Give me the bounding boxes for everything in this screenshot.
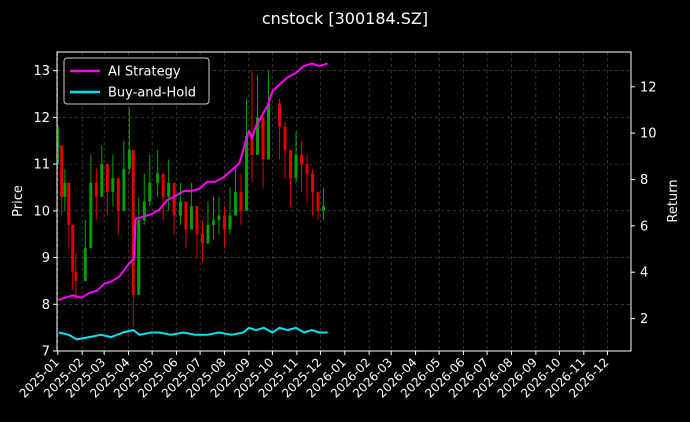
candle-body: [167, 182, 171, 197]
candle-body: [71, 224, 75, 272]
candle-body: [250, 136, 254, 155]
candle-body: [211, 220, 215, 225]
y-tick-label: 11: [33, 158, 50, 173]
candle-body: [189, 206, 193, 230]
candlestick-series: [57, 70, 326, 328]
series-line-buy-and-hold: [58, 326, 328, 341]
y-tick-label: 9: [42, 251, 50, 266]
y2-tick-label: 8: [640, 173, 648, 188]
return-series: [58, 62, 328, 341]
candle-body: [122, 168, 126, 211]
candle-body: [184, 201, 188, 230]
candle-body: [228, 215, 232, 230]
series-line-ai-strategy: [58, 62, 328, 301]
candle-body: [137, 220, 141, 295]
candle-body: [105, 164, 109, 193]
legend-box: [63, 57, 210, 105]
y2-tick-label: 4: [640, 266, 648, 281]
candle-body: [244, 136, 248, 211]
legend: AI Strategy Buy-and-Hold: [63, 57, 210, 105]
y2-tick-label: 6: [640, 219, 648, 234]
candle-body: [256, 117, 260, 155]
candle-body: [278, 103, 282, 127]
plot-frame: [56, 51, 632, 352]
legend-label: Buy-and-Hold: [108, 86, 196, 101]
axes: 2025-012025-022025-032025-042025-052025-…: [17, 64, 657, 400]
candle-body: [63, 182, 67, 197]
candle-body: [294, 154, 298, 179]
candle-body: [233, 192, 237, 216]
candle-body: [142, 201, 146, 221]
legend-label: AI Strategy: [108, 65, 181, 80]
candle-body: [111, 178, 115, 193]
candle-body: [116, 178, 120, 211]
candle-body: [148, 182, 152, 202]
candle-body: [283, 126, 287, 151]
candle-body: [261, 117, 265, 160]
candle-body: [89, 182, 93, 249]
candle-body: [131, 150, 135, 295]
candle-body: [217, 215, 221, 221]
y2-tick-label: 2: [640, 312, 648, 327]
y2-axis-label: Return: [666, 179, 681, 222]
y2-tick-label: 10: [640, 127, 657, 142]
candle-body: [305, 164, 309, 174]
candle-body: [200, 234, 204, 244]
y-tick-label: 10: [33, 204, 50, 219]
candle-body: [289, 150, 293, 179]
chart-title: cnstock [300184.SZ]: [262, 9, 428, 28]
candle-body: [206, 224, 210, 244]
y2-tick-label: 12: [640, 80, 657, 95]
candle-body: [83, 248, 87, 281]
candle-body: [94, 182, 98, 197]
y-tick-label: 7: [42, 345, 50, 360]
candle-body: [127, 150, 131, 169]
candle-body: [57, 145, 61, 147]
candle-body: [311, 173, 315, 193]
candle-body: [156, 173, 160, 183]
candle-body: [300, 154, 304, 165]
y-tick-label: 8: [42, 298, 50, 313]
y-axis-label: Price: [11, 185, 26, 217]
y-tick-label: 12: [33, 111, 50, 126]
candle-body: [172, 182, 176, 216]
candle-body: [316, 192, 320, 211]
candle-body: [161, 173, 165, 197]
candle-body: [195, 206, 199, 235]
candle-body: [100, 164, 104, 197]
candle-body: [178, 201, 182, 216]
candle-body: [222, 215, 226, 230]
candle-body: [322, 206, 326, 211]
candle-body: [239, 192, 243, 211]
candle-body: [267, 103, 271, 160]
y-tick-label: 13: [33, 64, 50, 79]
candle-body: [60, 145, 64, 197]
candle-body: [67, 182, 71, 225]
candle-body: [74, 271, 78, 281]
